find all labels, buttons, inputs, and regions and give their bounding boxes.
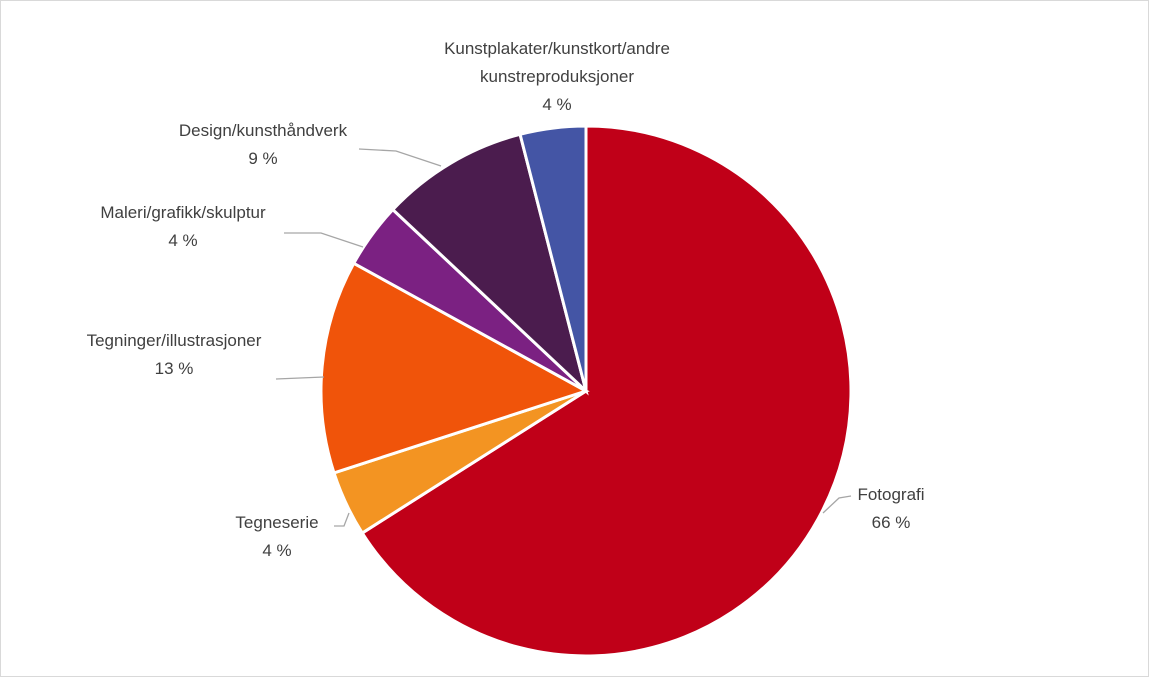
pie-slice	[319, 261, 590, 475]
value-label: 13 %	[154, 359, 194, 378]
category-label: Maleri/grafikk/skulptur	[100, 203, 266, 222]
leader-line	[822, 495, 852, 514]
value-label: 4 %	[542, 95, 572, 114]
slice-label: Tegninger/illustrasjoner 13 %	[87, 327, 262, 383]
slice-label: Design/kunsthåndverk 9 %	[179, 117, 347, 173]
slice-label: Fotografi 66 %	[857, 481, 924, 537]
category-label: Tegninger/illustrasjoner	[86, 331, 262, 350]
value-label: 4 %	[168, 231, 198, 250]
pie-slice	[360, 124, 853, 658]
leader-line	[275, 376, 325, 380]
value-label: 9 %	[248, 149, 278, 168]
value-label: 4 %	[262, 541, 292, 560]
pie-slice	[518, 124, 588, 392]
slice-label: Kunstplakater/kunstkort/andre kunstrepro…	[392, 35, 722, 119]
category-label: Kunstplakater/kunstkort/andre kunstrepro…	[444, 39, 670, 86]
category-label: Fotografi	[857, 485, 925, 504]
slice-label: Maleri/grafikk/skulptur 4 %	[100, 199, 265, 255]
leader-line	[358, 148, 442, 167]
pie-slice	[390, 132, 589, 396]
category-label: Design/kunsthåndverk	[178, 121, 348, 140]
value-label: 66 %	[871, 513, 911, 532]
leader-line	[334, 512, 350, 527]
slice-label: Tegneserie 4 %	[235, 509, 318, 565]
category-label: Tegneserie	[235, 513, 319, 532]
leader-line	[284, 232, 364, 248]
